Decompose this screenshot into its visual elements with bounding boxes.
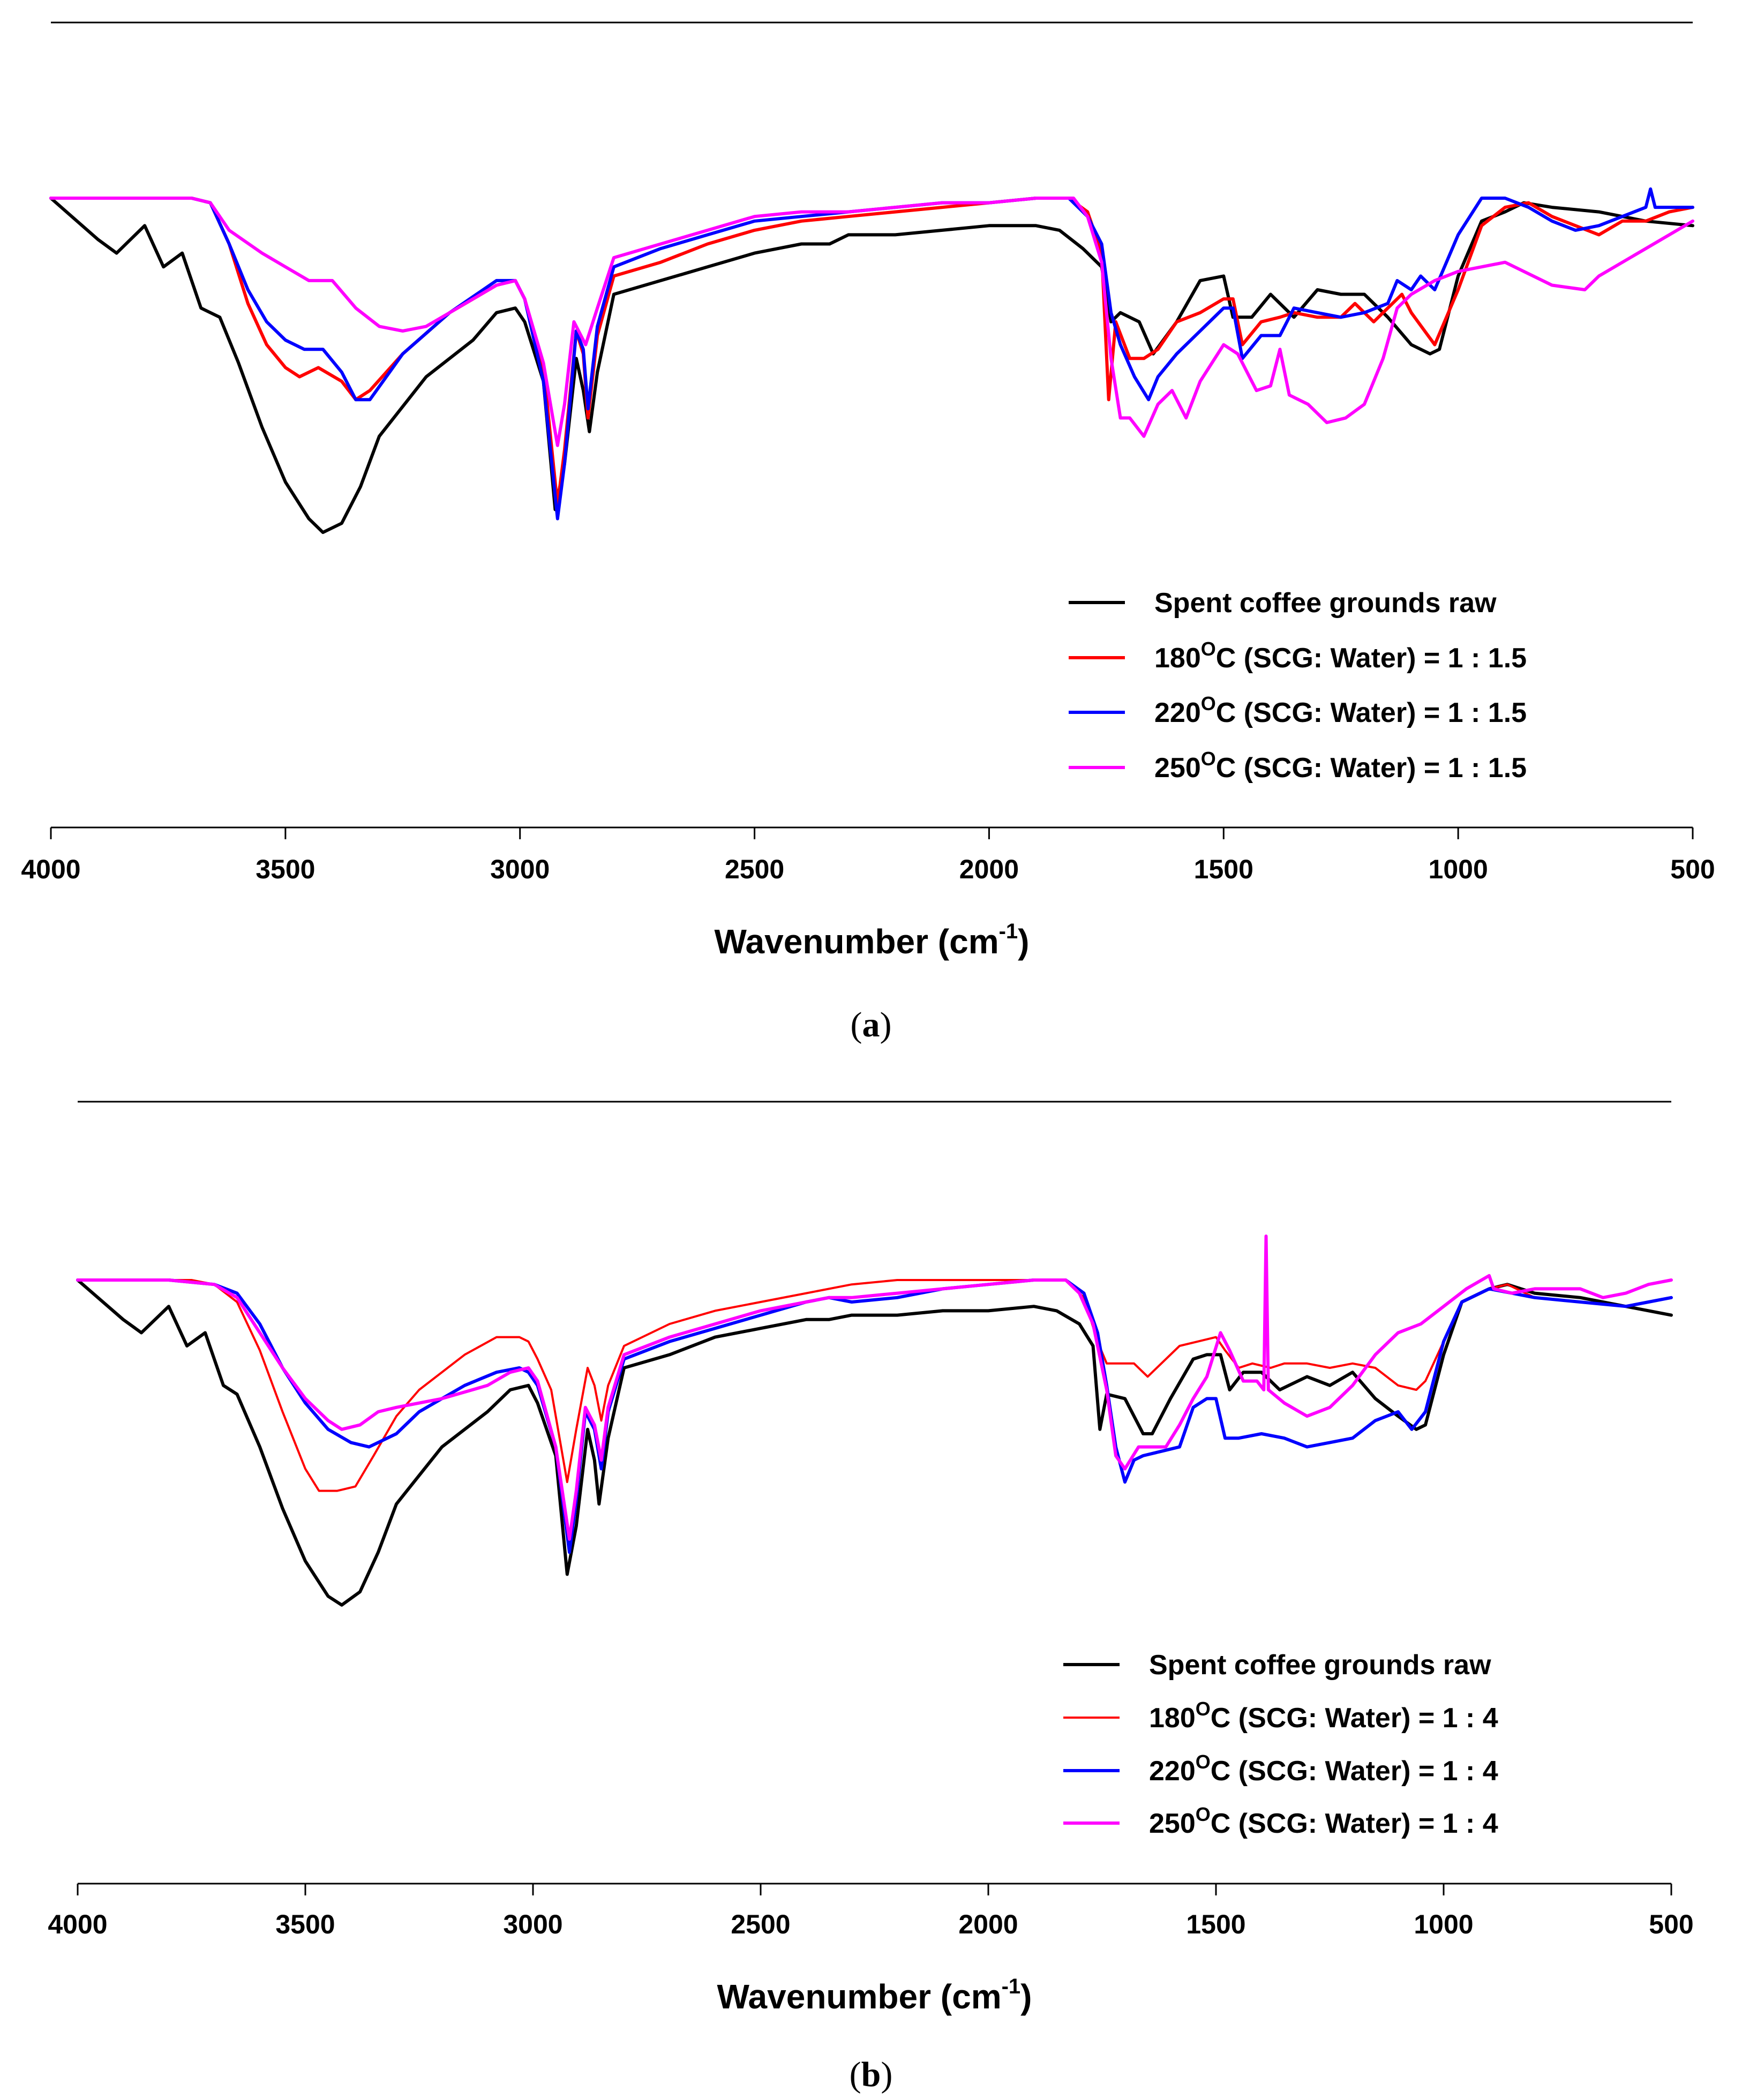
x-tick-label: 2000 [959, 854, 1019, 884]
x-tick-label: 4000 [21, 854, 80, 884]
legend-label-3: 220OC (SCG: Water) = 1 : 4 [1149, 1751, 1498, 1787]
series-line-2 [49, 197, 1694, 507]
x-tick-label: 2000 [958, 1909, 1018, 1939]
x-tick-label: 1000 [1429, 854, 1488, 884]
x-tick-label: 1000 [1414, 1909, 1473, 1939]
x-tick-label: 3500 [275, 1909, 335, 1939]
legend-label-1: Spent coffee grounds raw [1154, 588, 1497, 619]
series-line-1 [49, 197, 1694, 535]
legend-label-4: 250OC (SCG: Water) = 1 : 1.5 [1154, 748, 1527, 784]
x-tick-label: 500 [1670, 854, 1715, 884]
x-tick-label: 4000 [48, 1909, 107, 1939]
legend-label-2: 180OC (SCG: Water) = 1 : 4 [1149, 1698, 1498, 1734]
series-line-3 [49, 187, 1694, 521]
series-line-3 [76, 1278, 1673, 1554]
panel-caption: (b) [850, 2055, 893, 2094]
x-tick-label: 1500 [1194, 854, 1253, 884]
series-line-4 [49, 197, 1694, 447]
x-tick-label: 1500 [1186, 1909, 1245, 1939]
x-tick-label: 500 [1649, 1909, 1693, 1939]
x-axis-title: Wavenumber (cm-1) [717, 1975, 1032, 2016]
x-tick-label: 2500 [731, 1909, 790, 1939]
x-tick-label: 3500 [256, 854, 315, 884]
panel-a: 4000 3500 3000 2500 2000 1500 1000 500 Wavenumbe… [21, 21, 1715, 1044]
legend-label-2: 180OC (SCG: Water) = 1 : 1.5 [1154, 638, 1527, 674]
legend-label-1: Spent coffee grounds raw [1149, 1650, 1491, 1681]
x-tick-label: 3000 [490, 854, 550, 884]
series-line-2 [77, 1279, 1672, 1492]
x-tick-label: 2500 [725, 854, 784, 884]
legend-label-4: 250OC (SCG: Water) = 1 : 4 [1149, 1803, 1498, 1839]
series-line-4 [76, 1235, 1673, 1541]
legend: Spent coffee grounds raw 180OC (SCG: Wate… [1063, 1650, 1498, 1839]
panel-b: 4000 3500 3000 2500 2000 1500 1000 500 Wavenumbe… [48, 1101, 1694, 2094]
series-line-1 [76, 1278, 1673, 1607]
panel-caption: (a) [851, 1005, 892, 1044]
legend-label-3: 220OC (SCG: Water) = 1 : 1.5 [1154, 693, 1527, 728]
legend: Spent coffee grounds raw 180OC (SCG: Wate… [1069, 588, 1527, 784]
x-axis-title: Wavenumber (cm-1) [715, 920, 1030, 961]
x-tick-label: 3000 [503, 1909, 562, 1939]
